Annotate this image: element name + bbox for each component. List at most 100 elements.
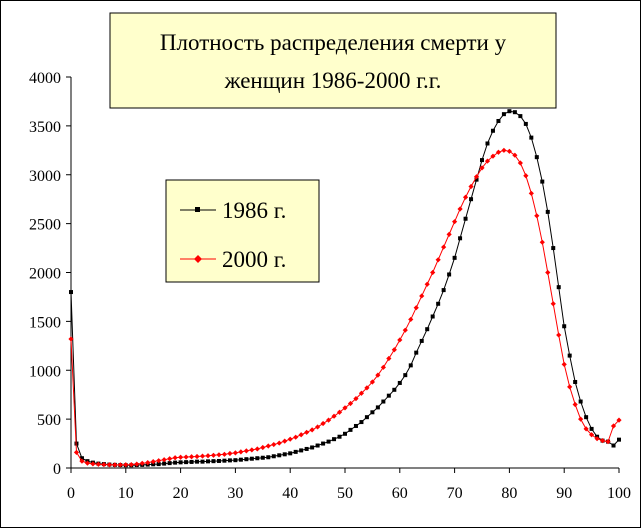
- series-0-point: [69, 290, 73, 295]
- series-0-point: [370, 410, 375, 415]
- title-box: [109, 12, 557, 109]
- series-0-point: [156, 462, 161, 467]
- series-1-point: [578, 416, 584, 422]
- series-1-point: [331, 413, 337, 419]
- series-1-point: [298, 432, 304, 438]
- series-1-point: [287, 436, 293, 442]
- legend-label-2000: 2000 г.: [222, 247, 286, 272]
- series-1-point: [369, 379, 375, 385]
- series-0-point: [244, 457, 249, 462]
- y-tick-label: 1000: [29, 363, 61, 380]
- x-tick-label: 10: [118, 485, 134, 502]
- series-1-point: [156, 458, 162, 464]
- series-1-point: [134, 461, 140, 467]
- series-1-point: [517, 160, 523, 166]
- series-0-point: [507, 109, 512, 114]
- series-1-point: [128, 461, 134, 468]
- series-1-point: [249, 447, 255, 453]
- series-1: [68, 147, 622, 468]
- series-1-point: [358, 390, 365, 396]
- y-tick-label: 0: [53, 461, 61, 478]
- series-1-point: [534, 213, 540, 219]
- series-0-point: [408, 363, 413, 368]
- series-0-point: [490, 128, 495, 133]
- title-line-1: Плотность распределения смерти у: [160, 30, 507, 55]
- series-1-point: [567, 384, 573, 390]
- series-0-point: [458, 236, 463, 241]
- series-0-point: [419, 338, 424, 343]
- legend-label-1986: 1986 г.: [222, 198, 286, 223]
- series-1-point: [364, 385, 370, 391]
- series-0-point: [271, 454, 276, 459]
- x-tick-label: 30: [227, 485, 243, 502]
- series-1-point: [271, 441, 277, 448]
- series-1-point: [199, 453, 206, 459]
- series-0-point: [518, 114, 523, 119]
- legend-marker-1986: [195, 207, 200, 212]
- series-1-point: [84, 460, 91, 466]
- series-1-point: [501, 147, 507, 153]
- series-1-point: [117, 462, 123, 468]
- series-1-point: [594, 436, 600, 442]
- series-0-point: [222, 458, 227, 463]
- series-1-point: [205, 453, 211, 459]
- series-1-point: [347, 400, 354, 407]
- series-0-point: [469, 197, 474, 202]
- series-0-point: [216, 458, 221, 463]
- series-1-point: [495, 149, 502, 155]
- series-1-point: [435, 257, 441, 263]
- series-1-point: [90, 461, 96, 467]
- plot-series: [68, 109, 622, 468]
- series-0-point: [195, 459, 200, 464]
- series-1-point: [550, 301, 556, 307]
- series-1-point: [167, 456, 173, 462]
- series-0-point: [211, 459, 216, 464]
- series-0-point: [282, 452, 287, 457]
- series-0-point: [277, 453, 282, 458]
- y-tick-label: 1500: [29, 314, 61, 331]
- series-1-point: [161, 457, 167, 463]
- series-0-point: [206, 459, 210, 464]
- series-0-point: [184, 460, 189, 465]
- series-1-point: [106, 462, 112, 468]
- series-1-point: [490, 153, 496, 159]
- series-0-point: [304, 446, 309, 451]
- series-1-point: [402, 327, 408, 333]
- series-0-point: [578, 399, 583, 404]
- series-0-point: [403, 373, 408, 378]
- series-1-point: [616, 417, 622, 423]
- series-0-point: [496, 118, 501, 123]
- series-0-point: [392, 387, 397, 392]
- series-1-point: [265, 443, 271, 449]
- series-0-point: [381, 399, 386, 404]
- x-tick-label: 100: [607, 485, 631, 502]
- series-0-point: [266, 455, 271, 460]
- series-0-point: [485, 141, 490, 146]
- series-1-point: [413, 305, 419, 311]
- series-1-point: [150, 459, 156, 465]
- series-0-point: [178, 460, 183, 465]
- series-0-point: [173, 460, 178, 465]
- x-tick-label: 60: [392, 485, 408, 502]
- legend: 1986 г. 2000 г.: [165, 179, 320, 283]
- series-0-point: [436, 301, 441, 306]
- y-tick-label: 500: [37, 412, 61, 429]
- x-tick-label: 70: [447, 485, 463, 502]
- series-1-point: [523, 173, 529, 179]
- series-1-point: [424, 281, 430, 287]
- series-1-point: [408, 316, 414, 323]
- series-0-point: [375, 405, 380, 410]
- series-1-point: [68, 336, 74, 342]
- series-0-point: [567, 353, 572, 358]
- series-1-point: [479, 165, 485, 171]
- series-0-point: [447, 272, 452, 277]
- series-1-point: [446, 231, 452, 237]
- series-1-point: [599, 438, 606, 444]
- series-1-point: [375, 372, 381, 378]
- series-1-point: [309, 427, 315, 433]
- x-tick-label: 20: [173, 485, 189, 502]
- series-0-point: [343, 431, 347, 436]
- series-0-point: [189, 459, 194, 464]
- series-0-point: [414, 350, 419, 355]
